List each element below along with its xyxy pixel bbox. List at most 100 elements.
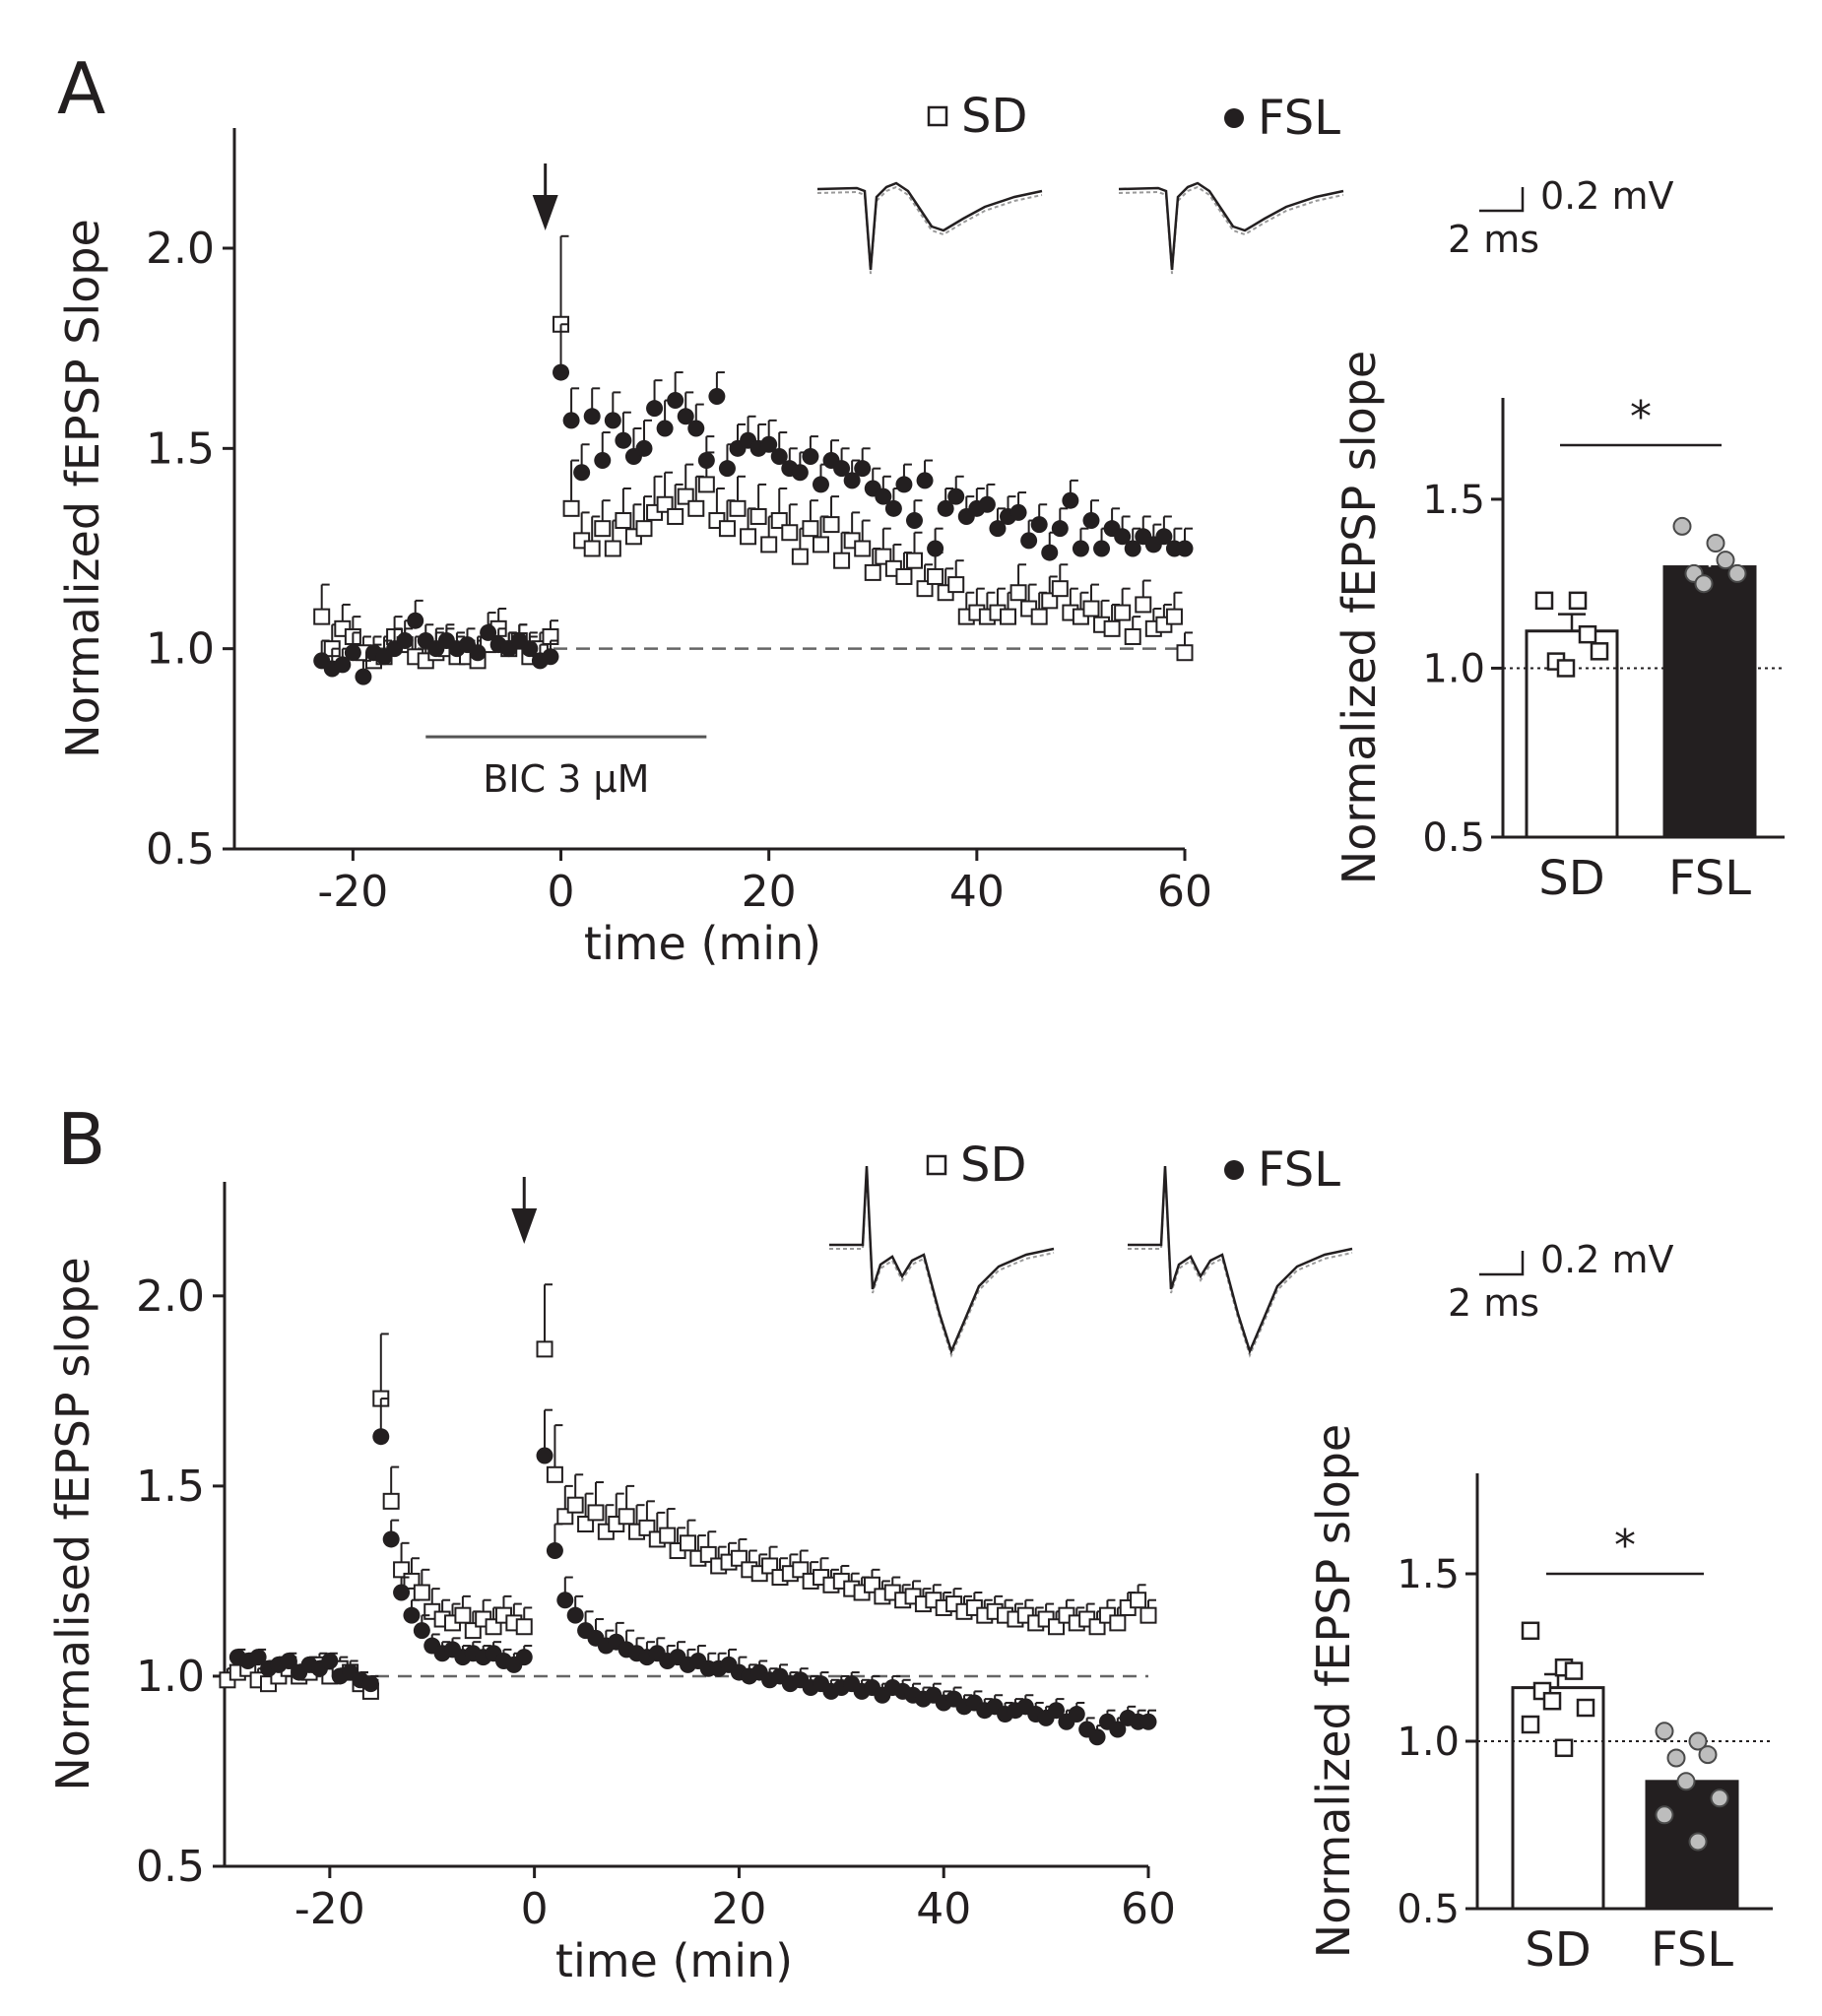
data-point-sd — [583, 540, 601, 557]
data-point-fsl — [583, 408, 601, 425]
y-tick-label: 1.0 — [1422, 646, 1485, 691]
panel-b-bar-chart: 0.5 1.0 1.5 Normalized fEPSP slope SD FSL * — [1307, 1424, 1773, 1978]
data-point-sd — [749, 507, 767, 525]
data-point-fsl — [770, 447, 788, 465]
legend-sd-marker — [927, 105, 948, 127]
series-sd — [219, 1283, 1157, 1700]
trace-post-0 — [816, 181, 1043, 271]
data-point-fsl — [843, 472, 861, 489]
scale-bar — [1479, 187, 1525, 213]
data-point-fsl — [1155, 528, 1173, 546]
data-point-sd — [587, 1504, 605, 1522]
data-point-sd — [947, 576, 965, 594]
significance-star: * — [1614, 1521, 1636, 1571]
y-axis-title: Normalized fEPSP slope — [1307, 1424, 1360, 1958]
y-tick-label: 0.5 — [1397, 1887, 1460, 1932]
data-point-sd — [618, 1508, 635, 1526]
data-point-fsl — [1088, 1728, 1106, 1746]
scale-bar-voltage: 0.2 mV — [1540, 174, 1674, 218]
data-point-sd — [515, 1618, 533, 1636]
data-point-sd — [454, 1606, 472, 1624]
data-point-fsl — [916, 472, 934, 489]
y-tick-label: 1.5 — [1397, 1552, 1460, 1597]
category-label: SD — [1538, 851, 1604, 906]
legend-sd-marker — [926, 1154, 947, 1176]
data-point-fsl — [249, 1649, 267, 1666]
data-point-fsl — [1093, 540, 1111, 557]
data-point-fsl — [413, 1622, 430, 1640]
individual-point-sd — [1576, 1698, 1595, 1718]
y-axis-title: Normalised fEPSP slope — [46, 1257, 99, 1790]
panel-b-label: B — [57, 1098, 105, 1181]
data-point-fsl — [656, 420, 674, 437]
data-point-sd — [822, 516, 840, 534]
scale-bar — [1479, 1251, 1525, 1276]
data-point-fsl — [382, 1530, 400, 1548]
data-point-fsl — [718, 460, 736, 478]
data-point-fsl — [515, 1649, 533, 1666]
y-tick-label: 1.0 — [136, 1652, 205, 1702]
data-point-sd — [740, 528, 757, 546]
data-point-fsl — [947, 488, 965, 505]
data-point-fsl — [1124, 540, 1141, 557]
y-tick-label: 1.5 — [136, 1462, 205, 1512]
category-label: FSL — [1651, 1922, 1733, 1978]
legend-fsl-marker — [1224, 108, 1244, 128]
scale-bar-voltage: 0.2 mV — [1540, 1238, 1674, 1281]
data-point-fsl — [536, 1447, 553, 1464]
data-point-sd — [1139, 1606, 1157, 1624]
data-point-fsl — [361, 1675, 379, 1693]
y-axis-title: Normalized fEPSP slope — [1333, 351, 1386, 884]
y-tick-label: 1.0 — [146, 624, 215, 675]
scale-bar-time: 2 ms — [1448, 218, 1539, 261]
panel-a-time-course: 0.5 1.0 1.5 2.0 -20 0 20 40 60 time (min) Normaliz… — [56, 89, 1674, 970]
individual-point-sd — [1564, 1661, 1584, 1680]
individual-point-fsl — [1655, 1722, 1674, 1741]
scale-bar-time: 2 ms — [1448, 1281, 1539, 1325]
individual-point-sd — [1590, 642, 1609, 661]
x-tick-label: 40 — [949, 867, 1005, 917]
drug-label: BIC 3 μM — [483, 757, 649, 801]
data-point-fsl — [677, 408, 694, 425]
data-point-fsl — [978, 495, 996, 513]
trace-baseline-1 — [1128, 1169, 1353, 1358]
panel-a-label: A — [57, 47, 105, 130]
legend-label: FSL — [1258, 1142, 1340, 1198]
individual-point-sd — [1554, 1738, 1574, 1758]
bar-fsl — [1662, 565, 1757, 839]
x-tick-label: -20 — [317, 867, 388, 917]
data-point-fsl — [875, 488, 892, 505]
legend-label: SD — [960, 1138, 1026, 1193]
data-point-sd — [1124, 627, 1141, 645]
data-point-sd — [1130, 1592, 1147, 1609]
individual-point-fsl — [1694, 574, 1714, 594]
data-point-fsl — [927, 540, 944, 557]
data-point-fsl — [884, 499, 902, 517]
data-point-fsl — [594, 452, 612, 470]
data-point-fsl — [562, 412, 580, 429]
data-point-sd — [687, 499, 705, 517]
data-point-sd — [546, 1465, 563, 1483]
x-tick-label: 0 — [548, 867, 575, 917]
data-point-fsl — [480, 623, 497, 641]
data-point-sd — [659, 1527, 677, 1544]
stimulus-arrow-icon — [511, 1208, 538, 1244]
data-point-fsl — [697, 452, 715, 470]
significance-star: * — [1630, 392, 1652, 442]
x-tick-label: 0 — [521, 1884, 549, 1934]
data-point-fsl — [989, 520, 1007, 538]
x-tick-label: -20 — [294, 1884, 365, 1934]
x-tick-label: 20 — [711, 1884, 766, 1934]
category-label: SD — [1525, 1922, 1591, 1978]
legend-label: FSL — [1258, 91, 1340, 146]
data-point-fsl — [667, 392, 684, 410]
panel-b-time-course: 0.5 1.0 1.5 2.0 -20 0 20 40 60 time (min) Normalis… — [46, 1138, 1674, 1987]
trace-baseline-0 — [829, 1169, 1055, 1358]
data-point-fsl — [791, 464, 809, 482]
data-point-sd — [1109, 1614, 1127, 1632]
individual-point-fsl — [1698, 1745, 1718, 1765]
y-tick-label: 2.0 — [146, 224, 215, 274]
data-point-sd — [718, 520, 736, 538]
x-axis-title: time (min) — [584, 917, 821, 970]
series-sd — [313, 234, 1194, 670]
